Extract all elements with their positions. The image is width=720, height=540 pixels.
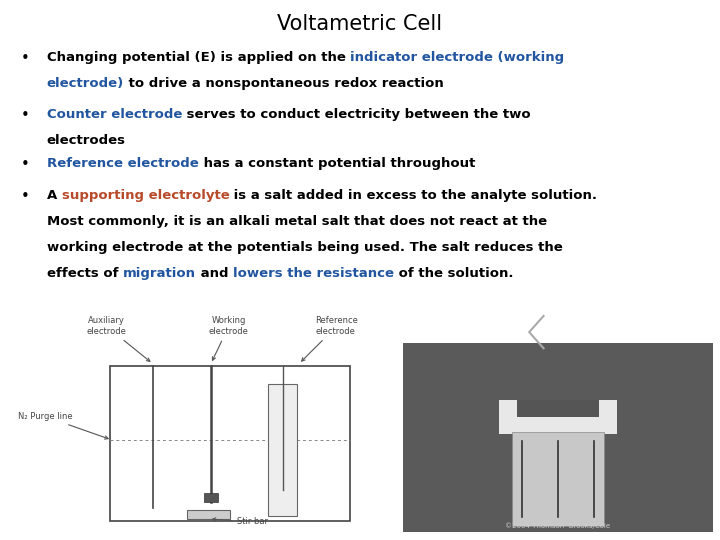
Text: serves to conduct electricity between the two: serves to conduct electricity between th… (182, 108, 531, 121)
Text: migration: migration (123, 267, 196, 280)
Text: •: • (21, 157, 30, 172)
Text: Working
electrode: Working electrode (209, 316, 248, 360)
Text: lowers the resistance: lowers the resistance (233, 267, 394, 280)
Text: of the solution.: of the solution. (394, 267, 513, 280)
Text: and: and (196, 267, 233, 280)
Text: supporting electrolyte: supporting electrolyte (62, 189, 230, 202)
Text: •: • (21, 51, 30, 66)
Text: electrode): electrode) (47, 77, 124, 90)
Text: that does not react at the: that does not react at the (354, 215, 547, 228)
Text: is a salt added in excess to the analyte solution.: is a salt added in excess to the analyte… (230, 189, 598, 202)
Bar (511, 432, 605, 526)
Text: A: A (47, 189, 62, 202)
Bar (109, 366, 350, 521)
Text: Voltametric Cell: Voltametric Cell (277, 14, 443, 33)
Text: electrodes: electrodes (47, 134, 126, 147)
Text: N₂ Purge line: N₂ Purge line (18, 412, 108, 439)
Bar (499, 400, 617, 434)
Text: to drive a nonspontaneous redox reaction: to drive a nonspontaneous redox reaction (124, 77, 444, 90)
Text: Reference electrode: Reference electrode (47, 157, 199, 170)
Bar (204, 492, 218, 502)
Text: •: • (21, 108, 30, 123)
Bar (403, 343, 713, 532)
Text: indicator electrode (working: indicator electrode (working (351, 51, 564, 64)
Text: Reference
electrode: Reference electrode (302, 316, 358, 361)
Bar (269, 384, 297, 516)
Text: •: • (21, 189, 30, 204)
Text: Changing potential (E) is applied on the: Changing potential (E) is applied on the (47, 51, 351, 64)
Text: Stir bar: Stir bar (212, 517, 268, 526)
Text: working electrode at the potentials being used. The salt reduces the: working electrode at the potentials bein… (47, 241, 562, 254)
Bar (186, 510, 230, 519)
Text: Counter electrode: Counter electrode (47, 108, 182, 121)
Bar (517, 400, 599, 417)
Bar (14, 343, 396, 532)
Text: Most commonly, it is an alkali metal salt: Most commonly, it is an alkali metal sal… (47, 215, 354, 228)
Text: effects of: effects of (47, 267, 123, 280)
Text: has a constant potential throughout: has a constant potential throughout (199, 157, 475, 170)
Text: Auxiliary
electrode: Auxiliary electrode (86, 316, 150, 361)
Text: ©2004 Thomson  Brooks/Cole: ©2004 Thomson Brooks/Cole (505, 523, 611, 529)
